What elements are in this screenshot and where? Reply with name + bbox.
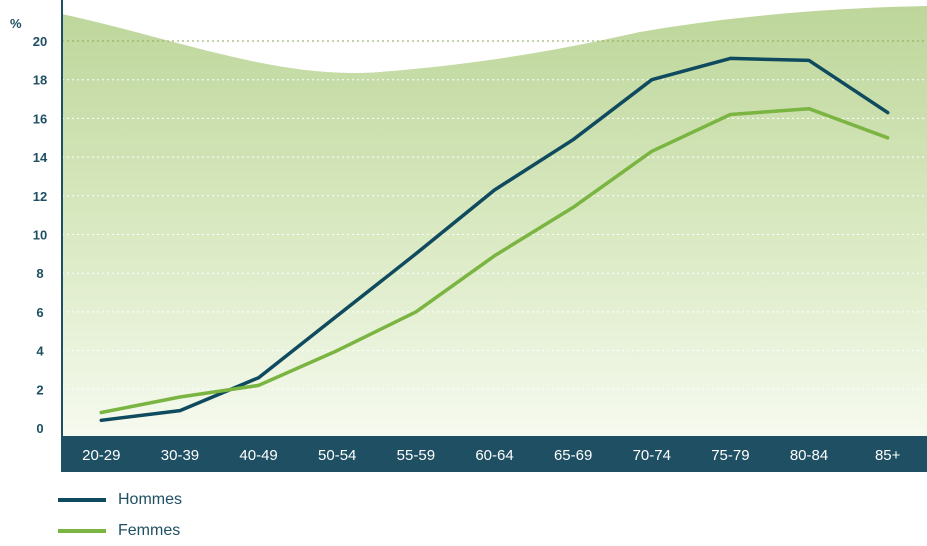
- y-axis-label: %: [10, 16, 22, 31]
- x-tick-label: 60-64: [475, 447, 513, 464]
- y-tick-label: 6: [36, 305, 43, 320]
- series-lines: [99, 56, 890, 423]
- x-tick-label: 85+: [875, 447, 901, 464]
- y-tick-label: 12: [33, 189, 47, 204]
- y-tick-label: 14: [33, 150, 48, 165]
- x-tick-label: 55-59: [397, 447, 435, 464]
- x-tick-label: 40-49: [239, 447, 277, 464]
- x-tick-label: 65-69: [554, 447, 592, 464]
- y-tick-label: 18: [33, 73, 47, 88]
- legend-swatch-femmes: [58, 529, 106, 533]
- x-tick-label: 80-84: [790, 447, 828, 464]
- x-tick-label: 50-54: [318, 447, 356, 464]
- y-tick-label: 20: [33, 34, 47, 49]
- y-tick-label: 2: [36, 382, 43, 397]
- x-tick-label: 70-74: [633, 447, 671, 464]
- x-tick-label: 75-79: [711, 447, 749, 464]
- y-tick-label: 10: [33, 228, 47, 243]
- y-tick-label: 4: [36, 344, 44, 359]
- legend-item-femmes: Femmes: [58, 522, 180, 540]
- legend-swatch-hommes: [58, 498, 106, 502]
- y-tick-label: 16: [33, 111, 47, 126]
- x-tick-label: 30-39: [161, 447, 199, 464]
- legend-label-femmes: Femmes: [118, 522, 181, 539]
- x-axis-band: [62, 436, 927, 472]
- legend-label-hommes: Hommes: [118, 491, 183, 508]
- x-tick-label: 20-29: [82, 447, 120, 464]
- y-tick-label: 8: [36, 266, 43, 281]
- background-wave: [62, 6, 927, 436]
- y-axis-ticks: 0 2 4 6 8 10 12 14 16 18 20: [33, 34, 48, 436]
- y-tick-label: 0: [36, 421, 43, 436]
- legend-item-hommes: Hommes: [58, 491, 182, 509]
- grid-lines: [62, 40, 927, 390]
- series-line-femmes: [99, 106, 890, 415]
- x-axis-ticks: 20-29 30-39 40-49 50-54 55-59 60-64 65-69 70-74…: [82, 447, 901, 464]
